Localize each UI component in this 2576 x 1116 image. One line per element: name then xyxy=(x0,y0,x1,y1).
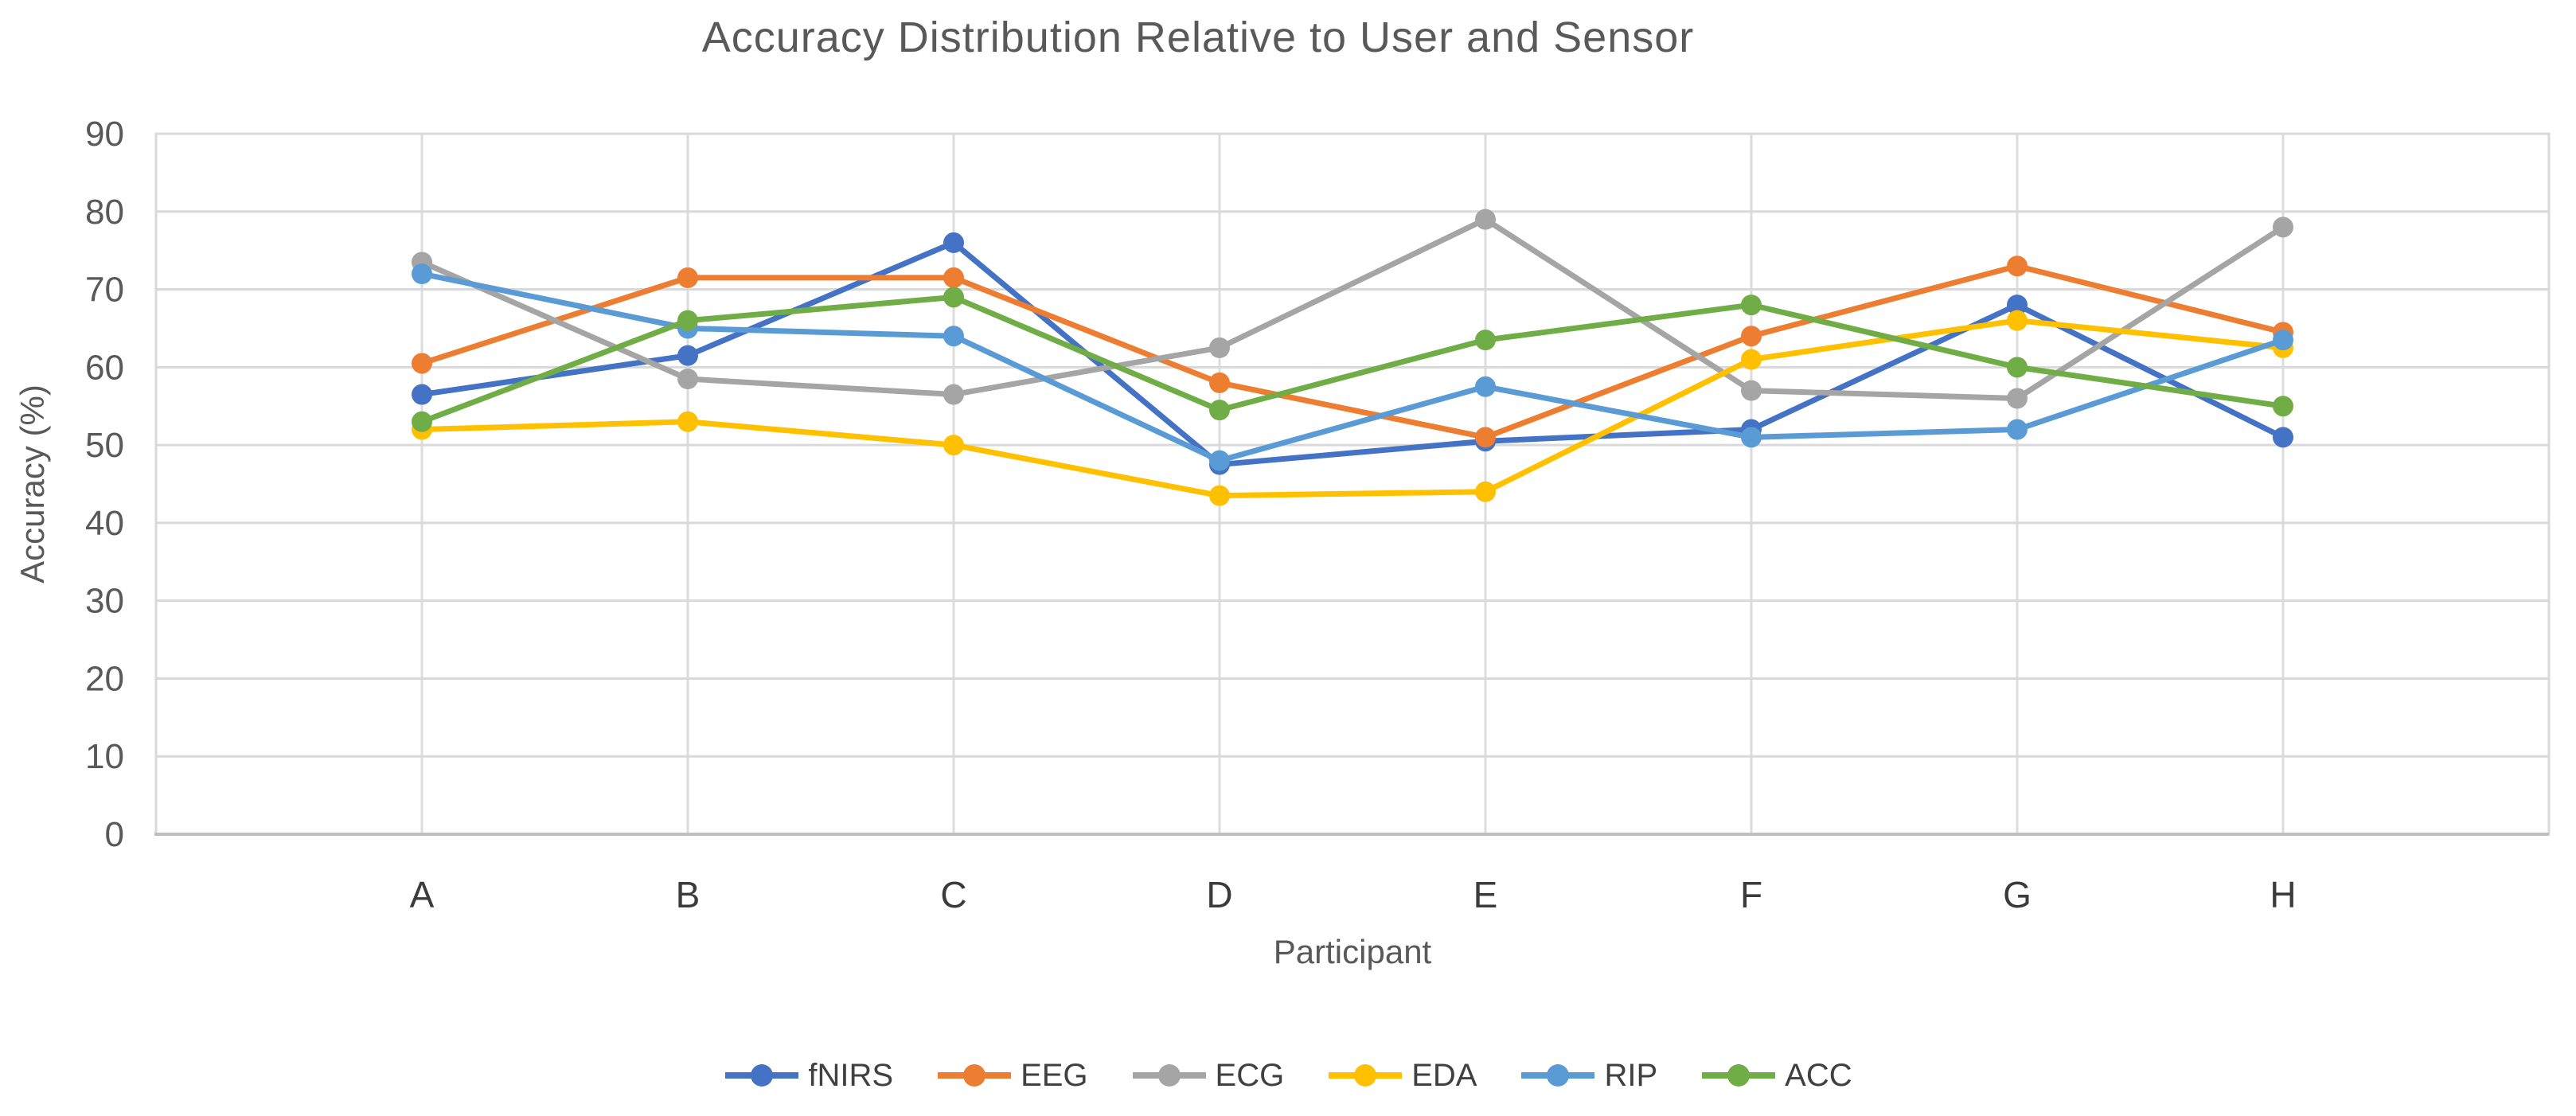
legend-marker-EEG xyxy=(938,1064,1012,1087)
data-point-ECG-E xyxy=(1475,209,1496,230)
data-point-EDA-B xyxy=(677,411,698,432)
legend-marker-fNIRS xyxy=(725,1064,799,1087)
x-category-label-F: F xyxy=(1740,874,1762,915)
data-point-EEG-E xyxy=(1475,427,1496,448)
data-point-EEG-C xyxy=(943,267,964,288)
data-point-ECG-D xyxy=(1209,337,1230,358)
y-tick-label: 50 xyxy=(85,426,124,465)
y-axis-title: Accuracy (%) xyxy=(13,384,51,583)
x-category-label-C: C xyxy=(940,874,966,915)
data-point-EDA-C xyxy=(943,435,964,456)
data-point-ECG-G xyxy=(2007,388,2028,409)
data-point-RIP-H xyxy=(2273,330,2293,351)
data-point-ACC-H xyxy=(2273,396,2293,417)
series-ACC xyxy=(412,287,2293,432)
data-point-EDA-F xyxy=(1741,349,1762,370)
chart-title: Accuracy Distribution Relative to User a… xyxy=(701,14,1695,61)
data-point-EEG-B xyxy=(677,267,698,288)
y-tick-label: 0 xyxy=(105,815,124,854)
legend-item-ACC: ACC xyxy=(1700,1058,1852,1094)
series-line-ACC xyxy=(419,294,2286,425)
x-category-label-D: D xyxy=(1206,874,1232,915)
data-point-EDA-D xyxy=(1209,485,1230,506)
data-point-fNIRS-G xyxy=(2007,295,2028,316)
y-tick-label: 80 xyxy=(85,193,124,232)
data-point-EEG-A xyxy=(412,353,432,374)
data-point-RIP-E xyxy=(1475,376,1496,397)
y-tick-label: 30 xyxy=(85,582,124,621)
data-point-ECG-F xyxy=(1741,380,1762,401)
data-point-fNIRS-C xyxy=(943,232,964,253)
legend-label-EDA: EDA xyxy=(1411,1057,1477,1093)
data-point-ECG-C xyxy=(943,384,964,405)
data-point-ACC-E xyxy=(1475,330,1496,351)
legend-item-EDA: EDA xyxy=(1327,1058,1477,1094)
x-category-label-G: G xyxy=(2003,874,2032,915)
data-point-EDA-G xyxy=(2007,310,2028,331)
series-line-EEG xyxy=(419,263,2286,440)
data-point-RIP-A xyxy=(412,263,432,284)
data-point-ACC-C xyxy=(943,287,964,308)
y-tick-label: 20 xyxy=(85,659,124,698)
x-category-label-E: E xyxy=(1473,874,1498,915)
data-point-fNIRS-A xyxy=(412,384,432,405)
data-point-ECG-H xyxy=(2273,217,2293,238)
x-category-label-H: H xyxy=(2270,874,2296,915)
x-category-labels: A B C D E F G H xyxy=(410,874,2297,915)
data-point-ACC-A xyxy=(412,411,432,432)
y-tick-label: 90 xyxy=(85,115,124,154)
legend-item-ECG: ECG xyxy=(1131,1057,1285,1094)
series-line-ECG xyxy=(419,217,2286,401)
series-line-EDA xyxy=(419,318,2286,499)
legend: fNIRS EEG ECG EDA RIP ACC xyxy=(0,1048,2576,1103)
data-point-EDA-E xyxy=(1475,481,1496,502)
data-point-ECG-B xyxy=(677,369,698,389)
series-EDA xyxy=(412,310,2293,506)
data-point-RIP-D xyxy=(1209,450,1230,471)
legend-label-ECG: ECG xyxy=(1215,1057,1285,1093)
data-point-ACC-B xyxy=(677,310,698,331)
data-point-fNIRS-B xyxy=(677,345,698,366)
data-point-ACC-G xyxy=(2007,357,2028,378)
legend-marker-ECG xyxy=(1132,1064,1206,1087)
legend-item-RIP: RIP xyxy=(1520,1058,1657,1094)
legend-marker-ACC xyxy=(1702,1064,1776,1087)
legend-label-RIP: RIP xyxy=(1604,1057,1658,1093)
x-category-label-B: B xyxy=(676,874,701,915)
y-tick-label: 10 xyxy=(85,737,124,776)
x-category-label-A: A xyxy=(410,874,435,915)
data-point-RIP-C xyxy=(943,326,964,347)
x-axis-title: Participant xyxy=(1273,933,1432,970)
data-point-ACC-D xyxy=(1209,400,1230,421)
legend-marker-RIP xyxy=(1521,1064,1595,1087)
data-point-fNIRS-H xyxy=(2273,427,2293,448)
y-tick-label: 70 xyxy=(85,271,124,310)
y-tick-label: 60 xyxy=(85,348,124,387)
legend-item-fNIRS: fNIRS xyxy=(724,1058,893,1094)
data-point-EEG-F xyxy=(1741,326,1762,347)
legend-label-ACC: ACC xyxy=(1785,1057,1852,1093)
legend-label-EEG: EEG xyxy=(1021,1057,1088,1093)
series-ECG xyxy=(412,209,2293,409)
data-point-EEG-D xyxy=(1209,372,1230,393)
series-line-RIP xyxy=(419,271,2286,464)
vertical-gridlines xyxy=(420,134,2285,834)
data-point-ACC-F xyxy=(1741,295,1762,316)
legend-marker-EDA xyxy=(1329,1064,1403,1087)
data-point-EEG-G xyxy=(2007,256,2028,277)
y-tick-label: 40 xyxy=(85,504,124,543)
legend-label-fNIRS: fNIRS xyxy=(808,1057,894,1093)
horizontal-gridlines xyxy=(156,210,2549,758)
y-tick-labels: 0 10 20 30 40 50 60 70 80 90 xyxy=(85,115,124,854)
data-point-RIP-F xyxy=(1741,427,1762,448)
legend-item-EEG: EEG xyxy=(936,1057,1088,1094)
plot-border xyxy=(154,132,2551,836)
series-RIP xyxy=(412,263,2293,471)
data-point-RIP-G xyxy=(2007,419,2028,440)
